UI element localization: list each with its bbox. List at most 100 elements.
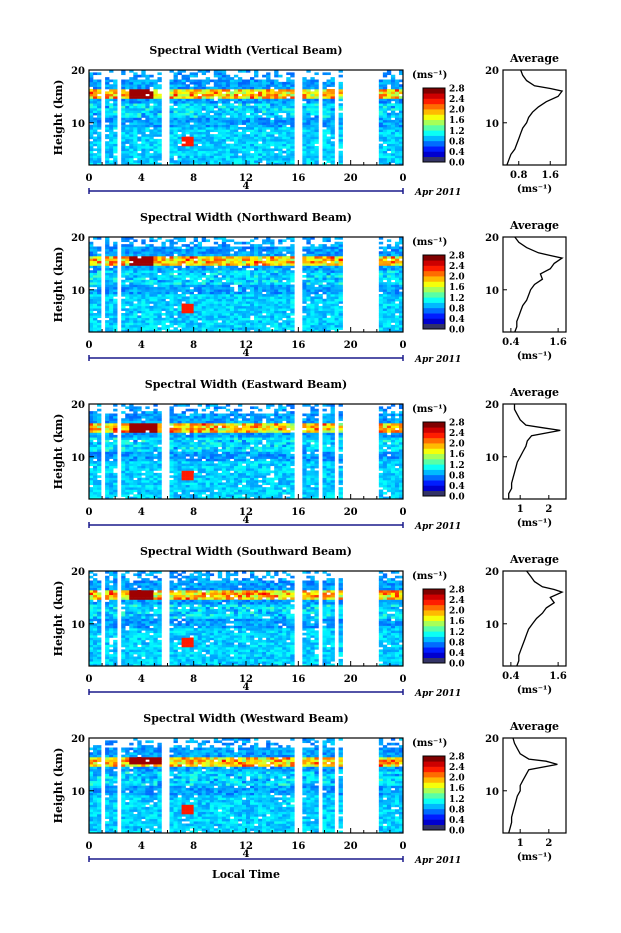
heatmap-cell <box>302 282 306 285</box>
heatmap-cell <box>302 158 306 161</box>
heatmap-cell <box>282 270 286 273</box>
heatmap-cell <box>125 141 129 144</box>
heatmap-cell <box>198 89 202 92</box>
heatmap-cell <box>218 122 222 125</box>
heatmap-cell <box>331 158 335 161</box>
heatmap-cell <box>290 254 294 257</box>
heatmap-cell <box>335 323 339 326</box>
heatmap-cell <box>258 156 262 159</box>
heatmap-cell <box>109 144 113 147</box>
heatmap-cell <box>250 139 254 142</box>
heatmap-cell <box>234 320 238 323</box>
heatmap-cell <box>254 103 258 106</box>
heatmap-cell <box>383 323 387 326</box>
heatmap-cell <box>125 148 129 151</box>
heatmap-cell <box>105 289 109 292</box>
heatmap-cell <box>274 99 278 102</box>
heatmap-cell <box>331 160 335 163</box>
heatmap-cell <box>214 84 218 87</box>
heatmap-cell <box>198 115 202 118</box>
heatmap-cell <box>206 315 210 318</box>
heatmap-cell <box>137 115 141 118</box>
heatmap-cell <box>194 101 198 104</box>
heatmap-cell <box>113 122 117 125</box>
heatmap-cell <box>262 82 266 85</box>
heatmap-cell <box>335 289 339 292</box>
heatmap-cell <box>222 144 226 147</box>
heatmap-cell <box>121 106 125 109</box>
heatmap-cell <box>210 294 214 297</box>
heatmap-cell <box>210 120 214 123</box>
heatmap-cell <box>222 292 226 295</box>
heatmap-cell <box>141 106 145 109</box>
heatmap-cell <box>339 273 343 276</box>
heatmap-cell <box>97 490 101 493</box>
heatmap-cell <box>210 308 214 311</box>
heatmap-cell <box>121 425 125 428</box>
heatmap-cell <box>310 110 314 113</box>
heatmap-cell <box>186 306 190 309</box>
heatmap-cell <box>331 134 335 137</box>
heatmap-cell <box>182 268 186 271</box>
heatmap-cell <box>238 318 242 321</box>
heatmap-cell <box>97 311 101 314</box>
heatmap-cell <box>97 409 101 412</box>
heatmap-cell <box>290 153 294 156</box>
heatmap-cell <box>314 101 318 104</box>
heatmap-cell <box>218 258 222 261</box>
heatmap-cell <box>391 82 395 85</box>
heatmap-cell <box>105 273 109 276</box>
heatmap-cell <box>121 435 125 438</box>
heatmap-cell <box>178 87 182 90</box>
heatmap-cell <box>170 87 174 90</box>
colorbar-swatch <box>423 104 445 110</box>
heatmap-cell <box>206 294 210 297</box>
heatmap-cell <box>266 106 270 109</box>
heatmap-cell <box>218 94 222 97</box>
heatmap-cell <box>165 275 169 278</box>
heatmap-cell <box>133 270 137 273</box>
heatmap-cell <box>97 89 101 92</box>
heatmap-cell <box>93 421 97 424</box>
heatmap-cell <box>210 258 214 261</box>
heatmap-cell <box>331 89 335 92</box>
heatmap-cell <box>141 287 145 290</box>
heatmap-cell <box>121 463 125 466</box>
heatmap-cell <box>89 247 93 250</box>
heatmap-cell <box>157 101 161 104</box>
heatmap-cell <box>274 323 278 326</box>
heatmap-cell <box>254 287 258 290</box>
heatmap-cell <box>230 247 234 250</box>
heatmap-cell <box>230 91 234 94</box>
heatmap-cell <box>109 428 113 431</box>
heatmap-cell <box>174 308 178 311</box>
heatmap-cell <box>182 115 186 118</box>
heatmap-cell <box>318 270 322 273</box>
heatmap-cell <box>322 308 326 311</box>
heatmap-cell <box>302 87 306 90</box>
heatmap-cell <box>314 110 318 113</box>
heatmap-cell <box>278 134 282 137</box>
heatmap-cell <box>222 134 226 137</box>
heatmap-cell <box>270 244 274 247</box>
heatmap-cell <box>182 158 186 161</box>
heatmap-cell <box>391 311 395 314</box>
heatmap-cell <box>214 323 218 326</box>
heatmap-cell <box>222 137 226 140</box>
heatmap-cell <box>222 315 226 318</box>
heatmap-cell <box>314 323 318 326</box>
heatmap-cell <box>262 299 266 302</box>
heatmap-cell <box>137 306 141 309</box>
heatmap-cell <box>141 113 145 116</box>
heatmap-cell <box>109 146 113 149</box>
heatmap-cell <box>266 239 270 242</box>
heatmap-cell <box>97 156 101 159</box>
heatmap-cell <box>186 263 190 266</box>
heatmap-cell <box>109 118 113 121</box>
heatmap-cell <box>125 266 129 269</box>
heatmap-cell <box>266 249 270 252</box>
heatmap-cell <box>153 247 157 250</box>
heatmap-cell <box>165 239 169 242</box>
heatmap-cell <box>242 118 246 121</box>
heatmap-cell <box>113 106 117 109</box>
